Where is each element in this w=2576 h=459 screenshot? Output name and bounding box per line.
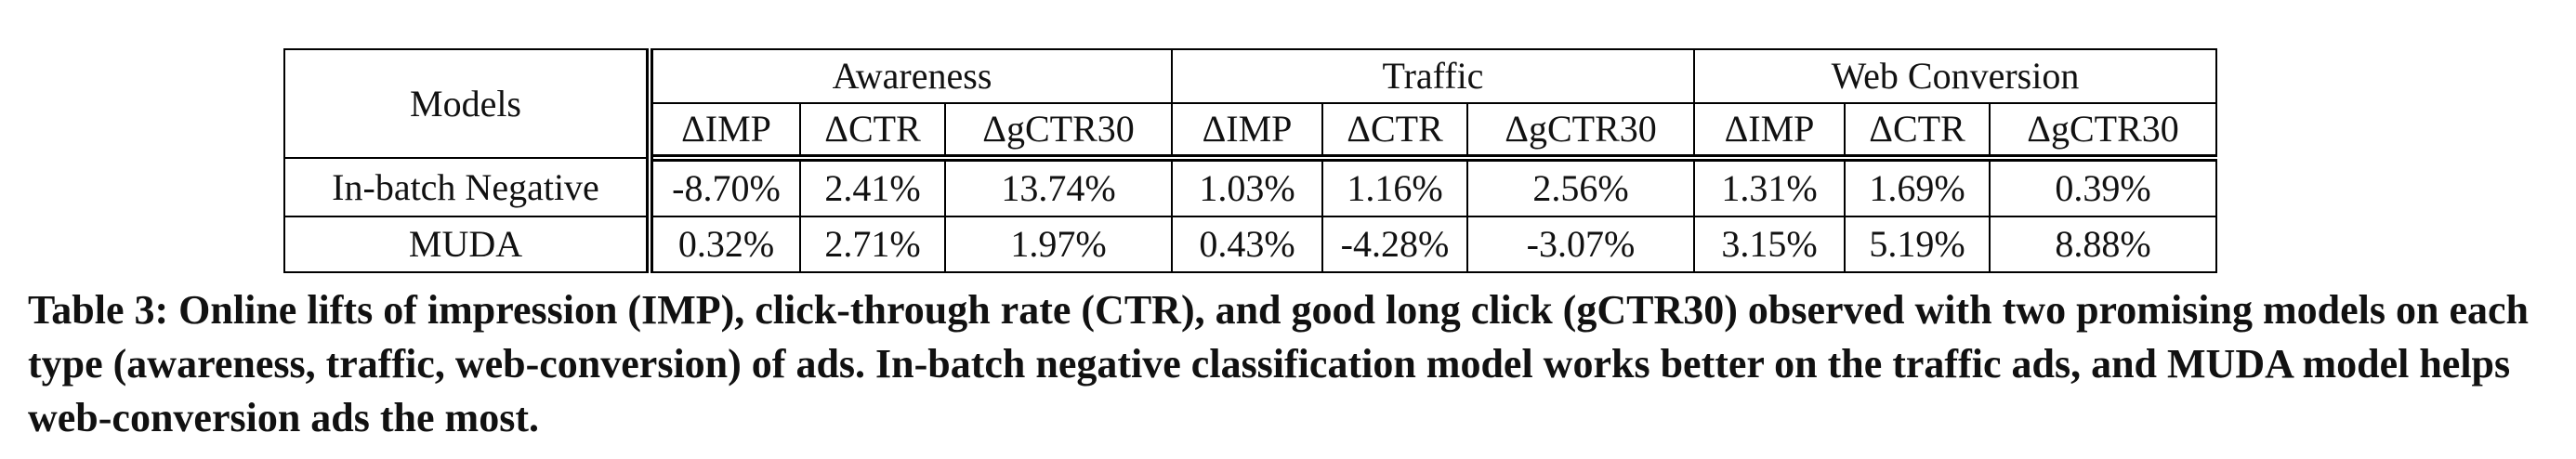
table-row: In-batch Negative -8.70% 2.41% 13.74% 1.… [283,157,2217,217]
metric-header: ΔgCTR30 [1989,102,2217,162]
group-header-awareness: Awareness [649,48,1173,104]
value-cell: 8.88% [1989,216,2217,273]
value-cell: 1.16% [1321,157,1468,217]
metric-header: ΔIMP [1693,102,1846,162]
model-name-cell: In-batch Negative [283,157,653,217]
metric-header: ΔCTR [799,102,946,162]
value-cell: -3.07% [1466,216,1695,273]
models-column-header: Models [283,48,653,159]
results-table-container: Models Awareness Traffic Web Conversion … [283,48,2217,273]
value-cell: 3.15% [1693,216,1846,273]
value-cell: 1.69% [1844,157,1991,217]
value-cell: 2.41% [799,157,946,217]
metric-header: ΔIMP [649,102,801,162]
metric-header: ΔCTR [1321,102,1468,162]
value-cell: 1.97% [944,216,1173,273]
table-caption: Table 3: Online lifts of impression (IMP… [28,287,2529,440]
group-header-traffic: Traffic [1171,48,1695,104]
metric-header: ΔgCTR30 [944,102,1173,162]
value-cell: 0.43% [1171,216,1323,273]
value-cell: 1.31% [1693,157,1846,217]
value-cell: -4.28% [1321,216,1468,273]
results-table: Models Awareness Traffic Web Conversion … [283,48,2217,273]
table-row: MUDA 0.32% 2.71% 1.97% 0.43% -4.28% -3.0… [283,216,2217,273]
value-cell: 5.19% [1844,216,1991,273]
value-cell: 13.74% [944,157,1173,217]
value-cell: 2.71% [799,216,946,273]
value-cell: -8.70% [649,157,801,217]
metric-header: ΔIMP [1171,102,1323,162]
value-cell: 1.03% [1171,157,1323,217]
value-cell: 0.39% [1989,157,2217,217]
metric-header: ΔCTR [1844,102,1991,162]
value-cell: 0.32% [649,216,801,273]
metric-header: ΔgCTR30 [1466,102,1695,162]
model-name-cell: MUDA [283,216,653,273]
group-header-row: Models Awareness Traffic Web Conversion [283,48,2217,159]
metric-header-row: ΔIMP ΔCTR ΔgCTR30 ΔIMP ΔCTR ΔgCTR30 ΔIMP… [284,102,2217,162]
value-cell: 2.56% [1466,157,1695,217]
group-header-web-conversion: Web Conversion [1693,48,2217,104]
